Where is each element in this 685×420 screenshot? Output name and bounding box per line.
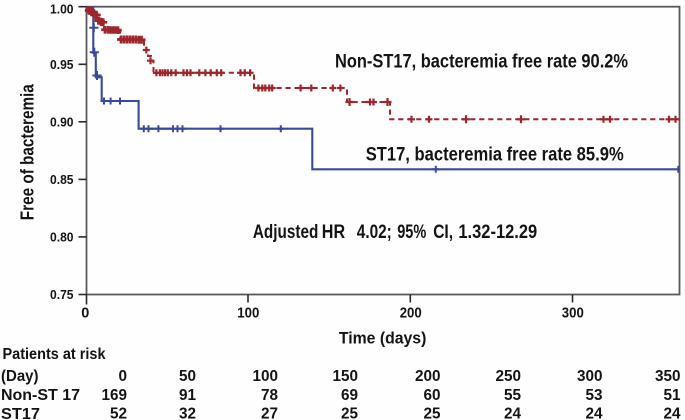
svg-text:(Day): (Day) <box>1 368 39 385</box>
svg-text:32: 32 <box>179 406 196 420</box>
svg-text:200: 200 <box>400 306 422 322</box>
svg-text:Non-ST17, bacteremia free rate: Non-ST17, bacteremia free rate 90.2% <box>335 51 628 72</box>
svg-text:1.00: 1.00 <box>50 1 74 16</box>
svg-text:1.32-12.29: 1.32-12.29 <box>458 222 537 243</box>
svg-text:78: 78 <box>261 387 279 404</box>
svg-text:Time (days): Time (days) <box>339 329 427 348</box>
svg-text:25: 25 <box>341 406 359 420</box>
svg-text:350: 350 <box>655 368 681 385</box>
svg-text:Adjusted: Adjusted <box>253 222 318 243</box>
svg-text:250: 250 <box>495 368 521 385</box>
svg-text:51: 51 <box>663 387 681 404</box>
svg-text:ST17: ST17 <box>1 406 40 420</box>
svg-text:95%: 95% <box>397 222 426 243</box>
svg-text:0.80: 0.80 <box>50 229 74 244</box>
svg-text:0: 0 <box>118 368 127 385</box>
svg-text:0.75: 0.75 <box>50 287 74 302</box>
svg-text:24: 24 <box>504 406 522 420</box>
svg-text:0.90: 0.90 <box>50 114 74 129</box>
svg-text:24: 24 <box>663 406 681 420</box>
svg-text:HR: HR <box>322 222 346 243</box>
svg-text:ST17, bacteremia free rate 85.: ST17, bacteremia free rate 85.9% <box>366 144 624 165</box>
svg-text:300: 300 <box>577 368 603 385</box>
svg-text:52: 52 <box>110 406 127 420</box>
svg-text:24: 24 <box>585 406 603 420</box>
svg-text:69: 69 <box>341 387 358 404</box>
svg-text:169: 169 <box>101 387 127 404</box>
svg-text:91: 91 <box>179 387 197 404</box>
svg-text:60: 60 <box>423 387 440 404</box>
svg-text:CI,: CI, <box>433 222 453 243</box>
svg-text:50: 50 <box>179 368 196 385</box>
svg-text:Non-ST 17: Non-ST 17 <box>1 387 80 404</box>
svg-text:150: 150 <box>332 368 358 385</box>
svg-text:0.95: 0.95 <box>50 57 74 72</box>
svg-text:100: 100 <box>237 306 259 322</box>
svg-text:55: 55 <box>504 387 522 404</box>
svg-text:4.02;: 4.02; <box>357 222 392 243</box>
svg-text:25: 25 <box>423 406 441 420</box>
svg-text:200: 200 <box>415 368 441 385</box>
svg-text:53: 53 <box>585 387 602 404</box>
svg-text:27: 27 <box>261 406 278 420</box>
svg-text:Patients at risk: Patients at risk <box>3 346 106 363</box>
svg-text:100: 100 <box>252 368 278 385</box>
svg-text:Free of bacteremia: Free of bacteremia <box>17 84 38 221</box>
svg-text:0: 0 <box>81 306 89 322</box>
svg-text:0.85: 0.85 <box>50 172 74 187</box>
svg-text:300: 300 <box>562 306 584 322</box>
